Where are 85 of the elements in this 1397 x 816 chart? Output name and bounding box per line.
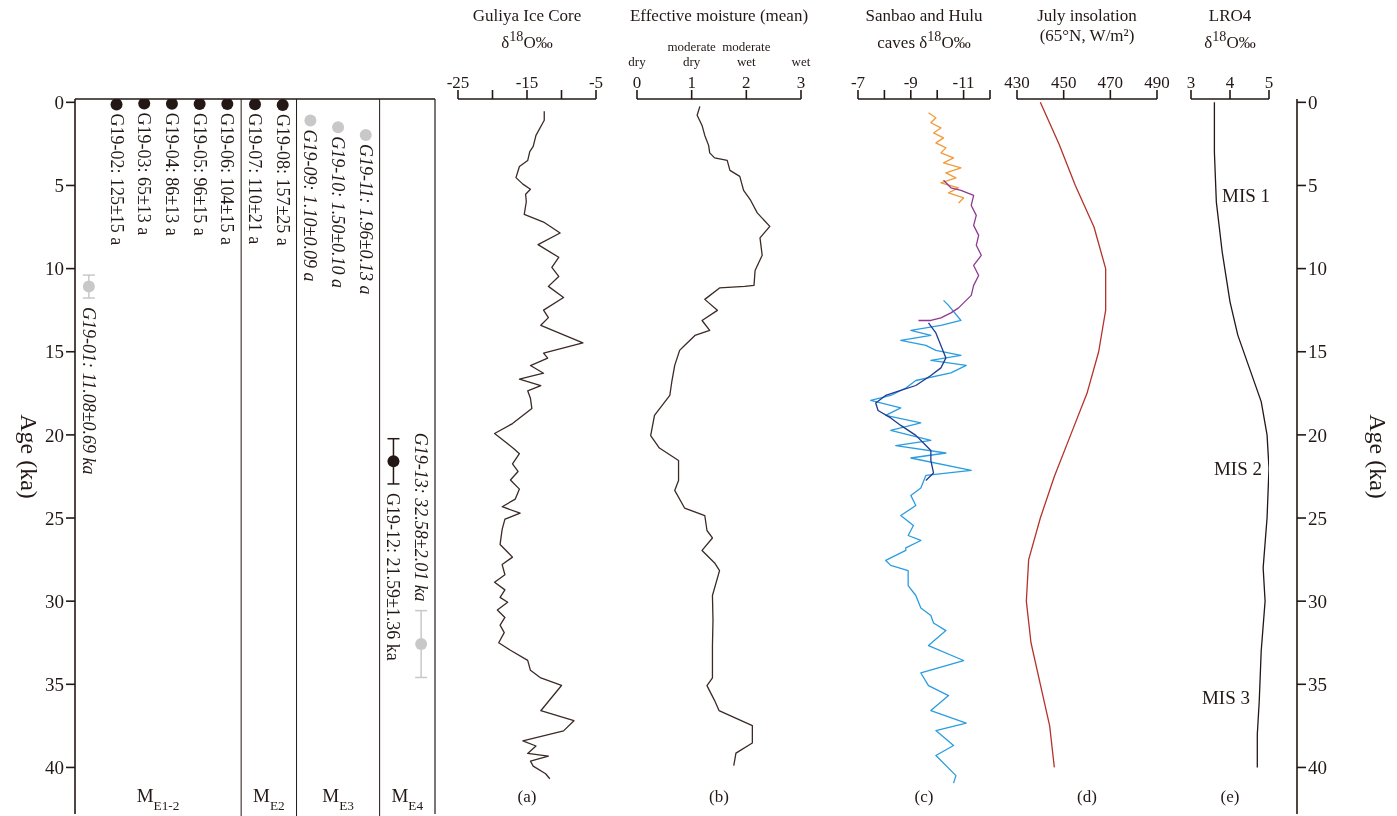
x-tick-label: -5 — [588, 73, 604, 92]
x-axis-title: (c) — [914, 787, 934, 806]
x-tick-label: -9 — [903, 73, 918, 92]
point — [304, 114, 317, 127]
x-tick-label: -25 — [446, 73, 470, 92]
x-axis-title: (e) — [1220, 787, 1240, 806]
x-tick-label: 0 — [632, 73, 642, 92]
y-tick-label: 30 — [45, 590, 64, 612]
chart-subtitle: δ$^{18}$O‰ — [1204, 28, 1256, 52]
y-tick-label: 25 — [1308, 507, 1327, 529]
x-axis-title: (b) — [709, 787, 729, 806]
point — [193, 99, 206, 110]
text: moderate wet — [722, 39, 771, 69]
y-tick-label: 25 — [45, 507, 64, 529]
annotation: G19-11: 1.96±0.13 a — [355, 143, 376, 295]
annotation: G19-02: 125±15 a — [106, 113, 127, 246]
chart-subtitle: caves δ$^{18}$O‰ — [876, 27, 972, 53]
point — [249, 99, 261, 111]
annotation: G19-08: 157±25 a — [272, 113, 293, 246]
annotation: G19-09: 1.10±0.09 a — [300, 129, 321, 282]
annotation: M$_{E2}$ — [253, 785, 285, 813]
y-tick-label: 20 — [45, 424, 64, 446]
point — [138, 99, 151, 110]
text: dry — [628, 54, 647, 69]
text: moderate dry — [667, 39, 717, 69]
x-tick-label: 490 — [1144, 73, 1170, 92]
x-tick-label: 3 — [1186, 73, 1196, 92]
x-tick-label: 4 — [1225, 73, 1235, 92]
point — [276, 99, 289, 111]
text: wet — [791, 54, 811, 69]
y-tick-label: 0 — [1308, 92, 1318, 114]
y-tick-label: 15 — [45, 341, 64, 363]
chart-title: LRO4 — [1208, 6, 1252, 25]
annotation: G19-03: 65±13 a — [134, 112, 155, 236]
y-tick-label: 10 — [45, 258, 64, 280]
y-axis-title: Age (ka) — [1365, 414, 1392, 499]
point — [221, 99, 234, 111]
x-tick-label: 470 — [1097, 73, 1124, 92]
annotation: M$_{E1-2}$ — [136, 785, 180, 813]
y-tick-label: 35 — [45, 674, 64, 696]
x-axis-title: (d) — [1077, 787, 1097, 806]
annotation: M$_{E3}$ — [322, 785, 355, 813]
point — [110, 99, 123, 111]
y-tick-label: 5 — [1308, 175, 1318, 197]
x-tick-label: 2 — [742, 73, 751, 92]
x-tick-label: -15 — [515, 73, 539, 92]
y-tick-label: 15 — [1308, 341, 1327, 363]
chart-subtitle: (65°N, W/m²) — [1038, 26, 1136, 46]
y-tick-label: 30 — [1308, 590, 1327, 612]
chart-title: Effective moisture (mean) — [628, 6, 810, 26]
y-tick-label: 40 — [1308, 757, 1327, 779]
x-tick-label: -11 — [952, 73, 975, 92]
annotation: G19-12: 21.59±1.36 ka — [383, 492, 404, 661]
chart-title: July insolation — [1037, 6, 1137, 25]
annotation: MIS 3 — [1201, 686, 1250, 708]
chart-subtitle: δ$^{18}$O‰ — [500, 27, 554, 53]
annotation: G19-06: 104±15 a — [217, 113, 238, 245]
x-tick-label: 5 — [1264, 73, 1274, 92]
point — [359, 128, 372, 141]
annotation: MIS 1 — [1222, 184, 1271, 206]
annotation: MIS 2 — [1213, 457, 1262, 479]
x-tick-label: -7 — [850, 73, 866, 92]
annotation: G19-05: 96±15 a — [189, 112, 210, 236]
x-tick-label: 430 — [1004, 73, 1030, 92]
y-tick-label: 5 — [54, 175, 64, 197]
annotation: G19-04: 86±13 a — [161, 112, 182, 236]
annotation: M$_{E4}$ — [391, 785, 424, 813]
point — [332, 121, 345, 134]
y-tick-label: 40 — [45, 757, 64, 779]
point — [165, 99, 178, 110]
annotation: G19-10: 1.50±0.10 a — [328, 136, 349, 289]
chart-title: Guliya Ice Core — [472, 6, 582, 25]
x-tick-label: 3 — [796, 73, 806, 92]
annotation: G19-07: 110±21 a — [245, 113, 265, 245]
x-tick-label: 1 — [687, 73, 696, 92]
x-axis-title: (a) — [517, 787, 537, 806]
y-tick-label: 10 — [1308, 258, 1327, 280]
y-axis-title: Age (ka) — [16, 414, 43, 499]
y-tick-label: 35 — [1308, 674, 1327, 696]
annotation: G19-01: 11.08±0.69 ka — [78, 307, 99, 475]
x-tick-label: 450 — [1050, 73, 1077, 92]
chart-title: Sanbao and Hulu — [864, 6, 984, 26]
annotation: G19-13: 32.58±2.01 ka — [411, 432, 432, 602]
y-tick-label: 20 — [1308, 424, 1327, 446]
y-tick-label: 0 — [54, 92, 64, 114]
